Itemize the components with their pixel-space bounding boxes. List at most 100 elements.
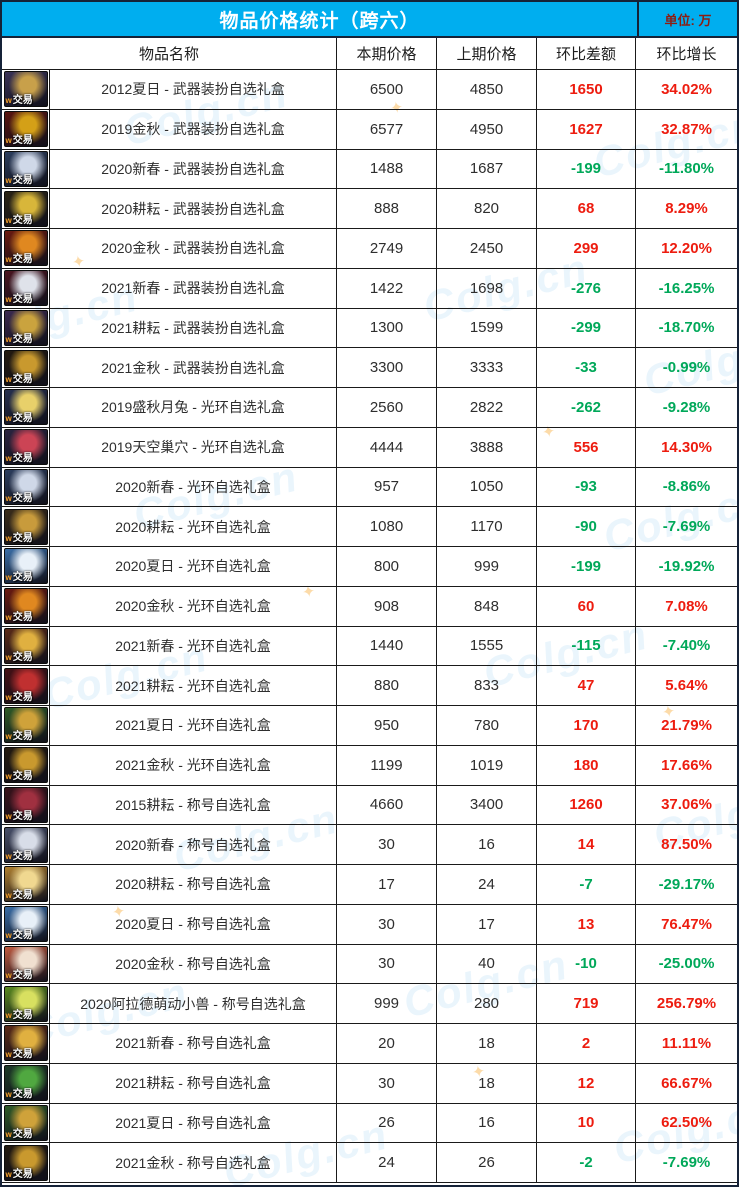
item-icon: w 交易 xyxy=(3,270,48,307)
current-price: 2749 xyxy=(337,229,437,269)
item-name: 2019盛秋月兔 - 光环自选礼盒 xyxy=(50,388,337,428)
diff-value: 180 xyxy=(537,745,636,786)
diff-value: 299 xyxy=(537,229,636,269)
trade-mark-icon: w xyxy=(5,215,12,225)
item-icon-cell: w 交易 xyxy=(2,904,50,945)
previous-price: 3333 xyxy=(437,348,537,388)
previous-price: 1687 xyxy=(437,149,537,190)
trade-badge: w 交易 xyxy=(6,930,33,941)
current-price: 880 xyxy=(337,666,437,706)
item-icon: w 交易 xyxy=(3,389,48,426)
table-row: w 交易 2020新春 - 称号自选礼盒 30 16 14 87.50% xyxy=(2,825,737,865)
previous-price: 4950 xyxy=(437,109,537,150)
diff-value: 556 xyxy=(537,427,636,468)
trade-label: 交易 xyxy=(12,214,33,226)
item-icon-cell: w 交易 xyxy=(2,1143,50,1183)
growth-percent: -7.69% xyxy=(636,507,737,547)
table-row: w 交易 2020金秋 - 武器装扮自选礼盒 2749 2450 299 12.2… xyxy=(2,229,737,269)
growth-percent: 8.29% xyxy=(636,189,737,229)
item-icon: w 交易 xyxy=(3,508,48,545)
trade-label: 交易 xyxy=(12,810,33,822)
item-icon: w 交易 xyxy=(3,429,48,466)
item-icon: w 交易 xyxy=(3,786,48,823)
table-row: w 交易 2020夏日 - 称号自选礼盒 30 17 13 76.47% xyxy=(2,904,737,945)
growth-percent: 11.11% xyxy=(636,1024,737,1064)
previous-price: 16 xyxy=(437,1103,537,1144)
trade-mark-icon: w xyxy=(5,613,12,623)
item-name: 2020金秋 - 光环自选礼盒 xyxy=(50,586,337,627)
item-icon-cell: w 交易 xyxy=(2,268,50,309)
current-price: 950 xyxy=(337,706,437,746)
item-icon: w 交易 xyxy=(3,906,48,943)
trade-badge: w 交易 xyxy=(6,175,33,186)
title-bar: 物品价格统计（跨六） 单位: 万 xyxy=(2,2,737,38)
item-icon-cell: w 交易 xyxy=(2,865,50,905)
item-icon: w 交易 xyxy=(3,985,48,1022)
trade-badge: w 交易 xyxy=(6,1049,33,1060)
trade-label: 交易 xyxy=(12,612,33,624)
trade-mark-icon: w xyxy=(5,931,12,941)
item-icon-cell: w 交易 xyxy=(2,507,50,547)
table-row: w 交易 2019天空巢穴 - 光环自选礼盒 4444 3888 556 14.3… xyxy=(2,427,737,468)
growth-percent: -25.00% xyxy=(636,945,737,985)
item-icon: w 交易 xyxy=(3,826,48,863)
diff-value: 1650 xyxy=(537,70,636,110)
item-name: 2020耕耘 - 光环自选礼盒 xyxy=(50,507,337,547)
previous-price: 1599 xyxy=(437,308,537,349)
item-name: 2021耕耘 - 称号自选礼盒 xyxy=(50,1063,337,1104)
trade-label: 交易 xyxy=(12,1049,33,1061)
growth-percent: 256.79% xyxy=(636,984,737,1024)
item-icon-cell: w 交易 xyxy=(2,666,50,706)
item-name: 2021新春 - 武器装扮自选礼盒 xyxy=(50,268,337,309)
trade-mark-icon: w xyxy=(5,692,12,702)
table-body: w 交易 2012夏日 - 武器装扮自选礼盒 6500 4850 1650 34.… xyxy=(2,70,737,1183)
previous-price: 2822 xyxy=(437,388,537,428)
trade-badge: w 交易 xyxy=(6,1089,33,1100)
growth-percent: 76.47% xyxy=(636,905,737,945)
trade-mark-icon: w xyxy=(5,1169,12,1179)
item-name: 2021新春 - 光环自选礼盒 xyxy=(50,626,337,667)
item-name: 2012夏日 - 武器装扮自选礼盒 xyxy=(50,70,337,110)
table-row: w 交易 2021金秋 - 光环自选礼盒 1199 1019 180 17.66% xyxy=(2,745,737,786)
trade-badge: w 交易 xyxy=(6,970,33,981)
diff-value: 13 xyxy=(537,904,636,945)
current-price: 1080 xyxy=(337,507,437,547)
item-name: 2020金秋 - 称号自选礼盒 xyxy=(50,944,337,985)
diff-value: 2 xyxy=(537,1024,636,1064)
trade-mark-icon: w xyxy=(5,1010,12,1020)
growth-percent: -7.69% xyxy=(636,1143,737,1183)
table-row: w 交易 2021新春 - 光环自选礼盒 1440 1555 -115 -7.40… xyxy=(2,626,737,667)
previous-price: 18 xyxy=(437,1024,537,1064)
table-row: w 交易 2021金秋 - 称号自选礼盒 24 26 -2 -7.69% xyxy=(2,1143,737,1183)
trade-badge: w 交易 xyxy=(6,413,33,424)
trade-badge: w 交易 xyxy=(6,811,33,822)
item-icon-cell: w 交易 xyxy=(2,467,50,508)
trade-mark-icon: w xyxy=(5,533,12,543)
trade-label: 交易 xyxy=(12,969,33,981)
trade-mark-icon: w xyxy=(5,136,12,146)
current-price: 17 xyxy=(337,865,437,905)
item-icon-cell: w 交易 xyxy=(2,348,50,388)
item-icon-cell: w 交易 xyxy=(2,785,50,826)
trade-mark-icon: w xyxy=(5,255,12,265)
trade-badge: w 交易 xyxy=(6,890,33,901)
trade-badge: w 交易 xyxy=(6,731,33,742)
item-icon-cell: w 交易 xyxy=(2,547,50,587)
trade-label: 交易 xyxy=(12,651,33,663)
trade-badge: w 交易 xyxy=(6,294,33,305)
diff-value: -90 xyxy=(537,507,636,547)
growth-percent: 62.50% xyxy=(636,1104,737,1144)
trade-label: 交易 xyxy=(12,572,33,584)
item-icon-cell: w 交易 xyxy=(2,189,50,229)
trade-badge: w 交易 xyxy=(6,254,33,265)
column-header-previous: 上期价格 xyxy=(437,38,537,70)
previous-price: 16 xyxy=(437,825,537,865)
previous-price: 1019 xyxy=(437,745,537,786)
diff-value: 47 xyxy=(537,666,636,706)
trade-mark-icon: w xyxy=(5,573,12,583)
item-icon-cell: w 交易 xyxy=(2,109,50,150)
table-row: w 交易 2021新春 - 称号自选礼盒 20 18 2 11.11% xyxy=(2,1024,737,1064)
item-icon: w 交易 xyxy=(3,349,48,386)
trade-mark-icon: w xyxy=(5,811,12,821)
growth-percent: -16.25% xyxy=(636,269,737,309)
